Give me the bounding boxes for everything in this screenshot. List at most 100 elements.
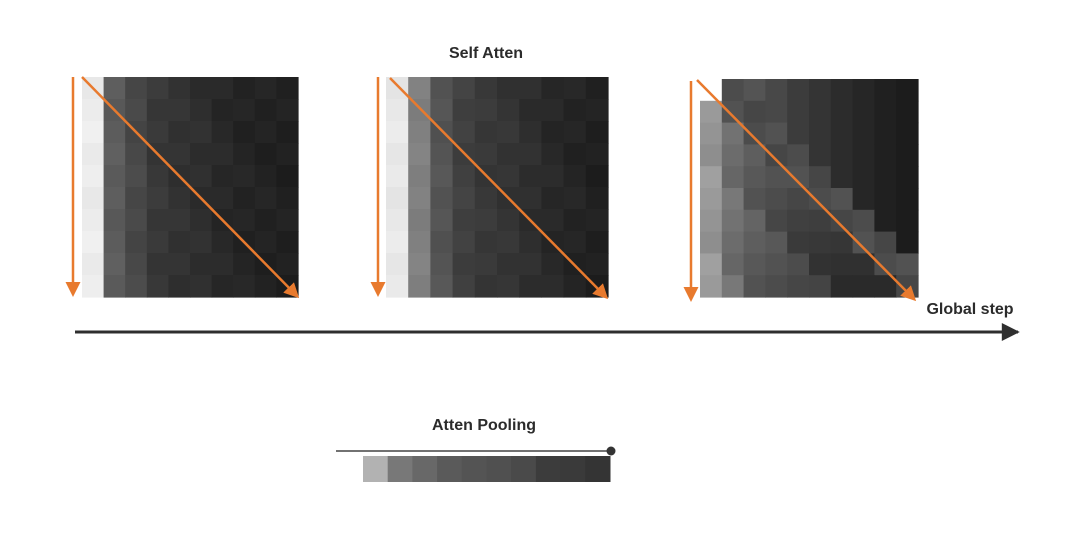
matrix-cell xyxy=(430,77,454,100)
matrix-cell xyxy=(254,209,277,232)
matrix-cell xyxy=(830,79,854,102)
matrix-cell xyxy=(386,77,409,100)
matrix-cell xyxy=(765,79,788,102)
matrix-cell xyxy=(830,122,854,145)
matrix-cell xyxy=(787,231,810,254)
matrix-cell xyxy=(254,77,277,100)
matrix-cell xyxy=(787,144,810,167)
matrix-cell xyxy=(276,121,299,144)
matrix-cell xyxy=(276,165,299,188)
matrix-cell xyxy=(809,231,832,254)
matrix-cell xyxy=(474,231,498,254)
matrix-cell xyxy=(830,166,854,189)
matrix-cell xyxy=(809,275,832,298)
matrix-cell xyxy=(896,166,919,189)
matrix-cell xyxy=(254,99,277,122)
arrow-layer xyxy=(65,76,917,302)
matrix-cell xyxy=(125,209,148,232)
matrix-cell xyxy=(519,187,542,210)
atten-pooling-title: Atten Pooling xyxy=(432,417,536,434)
matrix-cell xyxy=(830,253,854,276)
pooling-cell xyxy=(437,456,463,482)
matrix-cell xyxy=(430,165,454,188)
matrix-cell xyxy=(408,253,431,276)
matrix-cell xyxy=(809,188,832,211)
matrix-cell xyxy=(700,166,723,189)
matrix-cell xyxy=(146,275,169,298)
matrix-cell xyxy=(852,231,875,254)
matrix-cell xyxy=(233,165,256,188)
matrix-cell xyxy=(721,100,745,124)
matrix-cell xyxy=(211,253,234,276)
pooling-cell xyxy=(585,456,611,482)
matrix-cell xyxy=(430,209,454,232)
matrix-cell xyxy=(233,121,256,144)
matrix-cell xyxy=(700,209,723,233)
matrix-cell xyxy=(700,100,723,124)
matrix-cell xyxy=(430,143,454,166)
matrix-cell xyxy=(103,187,126,210)
matrix-cell xyxy=(541,121,565,144)
matrix-cell xyxy=(452,209,476,232)
matrix-cell xyxy=(386,143,409,166)
matrix-cell xyxy=(541,275,565,298)
matrix-cell xyxy=(146,121,169,144)
pooling-cell xyxy=(363,456,389,482)
matrix-cell xyxy=(386,209,409,232)
matrix-cell xyxy=(233,187,256,210)
matrix-cell xyxy=(190,99,213,122)
matrix-cell xyxy=(190,77,213,100)
matrix-cell xyxy=(852,166,875,189)
matrix-cell xyxy=(874,122,897,145)
matrix-cell xyxy=(452,99,476,122)
matrix-cell xyxy=(787,79,810,102)
matrix-cell xyxy=(146,253,169,276)
matrix-cell xyxy=(830,209,854,233)
matrix-cell xyxy=(563,231,587,254)
matrix-cell xyxy=(82,275,105,298)
matrix-cell xyxy=(254,275,277,298)
matrix-cell xyxy=(474,253,498,276)
matrix-cell xyxy=(852,275,875,298)
matrix-cell xyxy=(830,100,854,124)
matrix-cell xyxy=(474,275,498,298)
matrix-cell xyxy=(497,253,520,276)
matrix-cell xyxy=(233,275,256,298)
matrix-cell xyxy=(519,231,542,254)
matrix-cell xyxy=(452,77,476,100)
matrix-cell xyxy=(743,144,766,167)
matrix-cell xyxy=(700,231,723,254)
matrix-cell xyxy=(541,253,565,276)
matrix-cell xyxy=(721,253,745,276)
matrix-cell xyxy=(82,253,105,276)
matrix-cell xyxy=(168,253,191,276)
matrix-cell xyxy=(874,100,897,124)
matrix-cell xyxy=(82,121,105,144)
matrix-cell xyxy=(430,231,454,254)
pooling-cell xyxy=(535,456,562,482)
matrix-cell xyxy=(563,165,587,188)
matrix-cell xyxy=(563,187,587,210)
matrix-cell xyxy=(497,99,520,122)
matrix-cell xyxy=(103,209,126,232)
matrix-cell xyxy=(474,187,498,210)
matrix-cell xyxy=(787,166,810,189)
matrix-cell xyxy=(852,122,875,145)
matrix-cell xyxy=(585,99,609,122)
matrix-cell xyxy=(103,231,126,254)
matrix-cell xyxy=(386,165,409,188)
matrix-cell xyxy=(721,122,745,145)
matrix-cell xyxy=(408,165,431,188)
matrix-cell xyxy=(190,121,213,144)
matrix-cell xyxy=(103,121,126,144)
matrix-cell xyxy=(721,79,745,102)
matrix-cell xyxy=(386,231,409,254)
matrix-cell xyxy=(519,143,542,166)
matrix-cell xyxy=(125,275,148,298)
matrix-cell xyxy=(168,275,191,298)
matrix-cell xyxy=(830,188,854,211)
matrix-cell xyxy=(276,77,299,100)
matrix-cell xyxy=(168,99,191,122)
matrix-cell xyxy=(146,77,169,100)
